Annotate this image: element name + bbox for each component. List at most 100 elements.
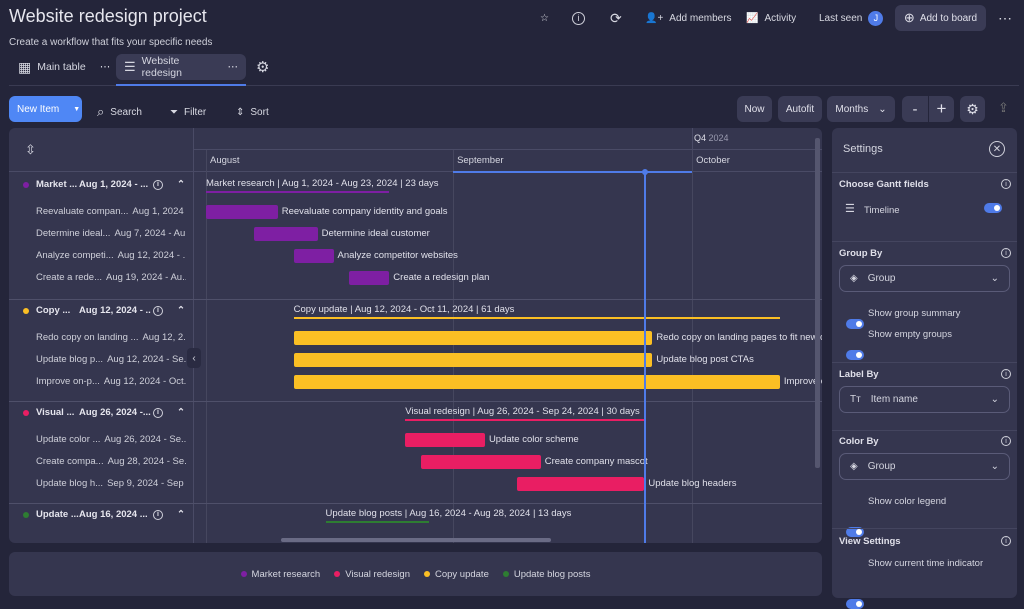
search-button[interactable]: ⌕ Search xyxy=(97,104,142,119)
add-members-button[interactable]: 👤+ Add members xyxy=(645,12,732,24)
list-item[interactable]: Update blog h... Sep 9, 2024 - Sep ... xyxy=(36,478,186,489)
tab-website-redesign[interactable]: ☰ Website redesign ⋯ xyxy=(116,54,246,80)
color-by-select[interactable]: ◈ Group ⌄ xyxy=(839,453,1010,480)
tab-main-table[interactable]: ▦ Main table ⋯ xyxy=(18,58,111,75)
gantt-bar[interactable] xyxy=(516,477,645,491)
timeline-toggle[interactable] xyxy=(984,203,1002,213)
info-icon[interactable]: i xyxy=(1001,179,1011,189)
list-item[interactable]: Redo copy on landing ...Aug 12, 2... xyxy=(36,332,186,343)
caret-down-icon[interactable]: ▼ xyxy=(73,105,81,113)
group-by-heading: Group By xyxy=(839,248,883,259)
export-icon[interactable]: ⇪ xyxy=(998,100,1009,115)
zoom-in-button[interactable]: + xyxy=(929,96,954,122)
legend-color-dot xyxy=(334,571,341,577)
legend-item: Visual redesign xyxy=(334,569,410,580)
group-summary-label: Visual redesign | Aug 26, 2024 - Sep 24,… xyxy=(405,406,640,417)
sort-icon: ⇕ xyxy=(236,106,245,118)
gantt-bar[interactable] xyxy=(206,205,278,219)
settings-title: Settings xyxy=(843,143,883,155)
gantt-bar-label: Update blog headers xyxy=(648,478,737,489)
favorite-star-icon[interactable]: ☆ xyxy=(540,12,549,24)
collapse-chevron-icon[interactable]: ⌃ xyxy=(177,305,185,316)
more-icon[interactable]: ⋯ xyxy=(998,9,1012,26)
new-item-button[interactable]: New Item ▼ xyxy=(9,96,82,122)
gantt-bar[interactable] xyxy=(293,353,653,367)
gantt-bar[interactable] xyxy=(253,227,318,241)
expand-collapse-icon[interactable]: ⇳ xyxy=(25,142,36,157)
text-icon: Tт xyxy=(850,394,861,405)
gantt-bar-label: Determine ideal customer xyxy=(321,228,430,239)
sync-icon[interactable]: ⟳ xyxy=(610,9,622,26)
month-label: October xyxy=(696,155,730,166)
divider xyxy=(194,149,822,150)
group-header-3[interactable]: Update ... Aug 16, 2024 ... i ⌃ xyxy=(23,508,188,521)
filter-button[interactable]: ⏷ Filter xyxy=(170,106,207,118)
horizontal-scrollbar[interactable] xyxy=(281,538,551,542)
collapse-list-button[interactable]: ‹ xyxy=(187,348,201,368)
settings-panel: Settings ✕ Choose Gantt fields i ☰ Timel… xyxy=(832,128,1017,609)
gantt-bar[interactable] xyxy=(349,271,390,285)
divider xyxy=(832,172,1017,173)
info-icon[interactable]: i xyxy=(1001,536,1011,546)
info-icon[interactable]: i xyxy=(1001,369,1011,379)
current-month-highlight xyxy=(453,171,693,173)
group-summary-bar xyxy=(206,191,390,193)
zoom-out-button[interactable]: - xyxy=(902,96,928,122)
close-icon[interactable]: ✕ xyxy=(989,141,1005,157)
show-group-summary-toggle[interactable] xyxy=(846,319,864,329)
collapse-chevron-icon[interactable]: ⌃ xyxy=(177,509,185,520)
list-item[interactable]: Determine ideal... Aug 7, 2024 - Au... xyxy=(36,228,186,239)
list-item[interactable]: Improve on-p... Aug 12, 2024 - Oct... xyxy=(36,376,186,387)
gantt-bar[interactable] xyxy=(421,455,541,469)
group-header-1[interactable]: Copy ... Aug 12, 2024 - ... i ⌃ xyxy=(23,304,188,317)
group-header-2[interactable]: Visual ... Aug 26, 2024 -... i ⌃ xyxy=(23,406,188,419)
collapse-chevron-icon[interactable]: ⌃ xyxy=(177,407,185,418)
quarter-label: Q4 2024 xyxy=(694,133,729,143)
view-settings-heading: View Settings xyxy=(839,536,901,547)
group-by-select[interactable]: ◈ Group ⌄ xyxy=(839,265,1010,292)
list-item[interactable]: Analyze competi... Aug 12, 2024 - ... xyxy=(36,250,186,261)
gantt-bar[interactable] xyxy=(405,433,485,447)
info-icon[interactable]: i xyxy=(153,179,163,190)
show-current-time-toggle[interactable] xyxy=(846,599,864,609)
gantt-bar[interactable] xyxy=(293,331,653,345)
list-item[interactable]: Create compa... Aug 28, 2024 - Se... xyxy=(36,456,186,467)
chart-line-icon: 📈 xyxy=(746,12,759,24)
gantt-bar[interactable] xyxy=(293,249,334,263)
gantt-bar[interactable] xyxy=(293,375,780,389)
label-by-select[interactable]: Tт Item name ⌄ xyxy=(839,386,1010,413)
legend-item: Market research xyxy=(240,569,320,580)
vertical-scrollbar[interactable] xyxy=(815,138,820,468)
scale-select[interactable]: Months ⌄ xyxy=(827,96,895,122)
info-icon[interactable]: i xyxy=(153,509,163,520)
add-to-board-button[interactable]: ⊕ Add to board xyxy=(895,5,986,31)
show-empty-groups-toggle[interactable] xyxy=(846,350,864,360)
info-icon[interactable]: i xyxy=(153,305,163,316)
list-item[interactable]: Reevaluate compan...Aug 1, 2024 ... xyxy=(36,206,186,217)
autofit-button[interactable]: Autofit xyxy=(778,96,822,122)
layers-icon: ◈ xyxy=(850,273,858,284)
group-header-0[interactable]: Market ... Aug 1, 2024 - ... i ⌃ xyxy=(23,178,188,191)
list-item[interactable]: Update color ... Aug 26, 2024 - Se... xyxy=(36,434,186,445)
last-seen-button[interactable]: Last seen J xyxy=(819,8,884,28)
activity-button[interactable]: 📈 Activity xyxy=(746,12,797,24)
tab-menu-icon[interactable]: ⋯ xyxy=(99,61,111,73)
list-item[interactable]: Create a rede... Aug 19, 2024 - Au... xyxy=(36,272,186,283)
collapse-chevron-icon[interactable]: ⌃ xyxy=(177,179,185,190)
list-item[interactable]: Update blog p... Aug 12, 2024 - Se... xyxy=(36,354,186,365)
tab-menu-icon[interactable]: ⋯ xyxy=(227,61,239,73)
info-icon[interactable]: i xyxy=(153,407,163,418)
view-settings-gear-icon[interactable]: ⚙ xyxy=(256,59,270,76)
chevron-down-icon: ⌄ xyxy=(990,273,999,284)
header-divider xyxy=(9,171,822,172)
sort-button[interactable]: ⇕ Sort xyxy=(236,106,269,118)
info-icon[interactable]: i xyxy=(572,8,585,28)
plus-circle-icon: ⊕ xyxy=(903,10,915,25)
info-icon[interactable]: i xyxy=(1001,248,1011,258)
gantt-bar-label: Analyze competitor websites xyxy=(337,250,458,261)
show-color-legend-toggle[interactable] xyxy=(846,527,864,537)
gantt-settings-gear-icon[interactable]: ⚙ xyxy=(960,96,985,122)
now-button[interactable]: Now xyxy=(737,96,772,122)
info-icon[interactable]: i xyxy=(1001,436,1011,446)
group-summary-bar xyxy=(293,317,780,319)
